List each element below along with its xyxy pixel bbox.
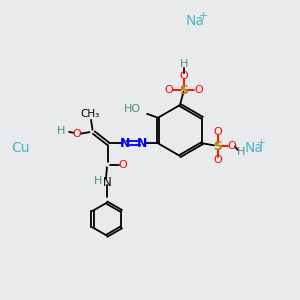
- Text: H: H: [94, 176, 103, 186]
- Text: +: +: [257, 137, 267, 148]
- Text: Cu: Cu: [11, 141, 30, 154]
- Text: S: S: [179, 83, 188, 97]
- Text: +: +: [199, 11, 208, 21]
- Text: H: H: [179, 59, 188, 69]
- Text: N: N: [103, 176, 112, 189]
- Text: O: O: [213, 155, 222, 165]
- Text: O: O: [228, 141, 236, 151]
- Text: O: O: [72, 129, 81, 139]
- Text: H: H: [237, 147, 245, 157]
- Text: S: S: [213, 140, 222, 153]
- Text: Na: Na: [186, 14, 205, 28]
- Text: O: O: [118, 160, 127, 170]
- Text: O: O: [213, 127, 222, 137]
- Text: O: O: [164, 85, 173, 95]
- Text: N: N: [137, 137, 148, 150]
- Text: O: O: [179, 70, 188, 81]
- Text: O: O: [194, 85, 203, 95]
- Text: H: H: [56, 126, 65, 136]
- Text: CH₃: CH₃: [80, 109, 99, 119]
- Text: N: N: [120, 137, 130, 150]
- Text: Na: Na: [244, 141, 263, 154]
- Text: HO: HO: [124, 104, 141, 114]
